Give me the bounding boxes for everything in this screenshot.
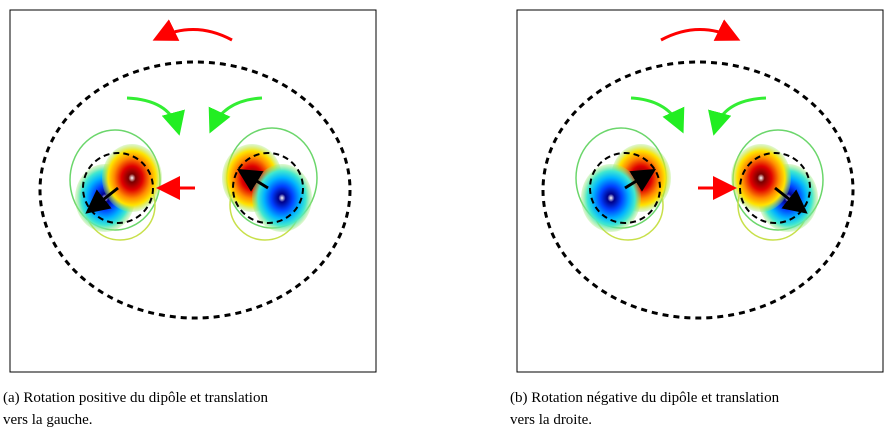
caption-a: (a) Rotation positive du dipôle et trans… (3, 387, 268, 431)
caption-line: (a) Rotation positive du dipôle et trans… (3, 387, 268, 409)
panel-a (10, 10, 376, 372)
page-body: {"panels": [ {"caption": ["(a) Rotation … (0, 0, 892, 439)
page: Figure body { margin: 0; width: 892px; h… (0, 0, 892, 439)
figure (0, 0, 892, 380)
caption-b: (b) Rotation négative du dipôle et trans… (510, 387, 779, 431)
caption-line: (b) Rotation négative du dipôle et trans… (510, 387, 779, 409)
caption-line: vers la gauche. (3, 409, 268, 431)
caption-line: vers la droite. (510, 409, 779, 431)
panel-b (517, 10, 883, 372)
